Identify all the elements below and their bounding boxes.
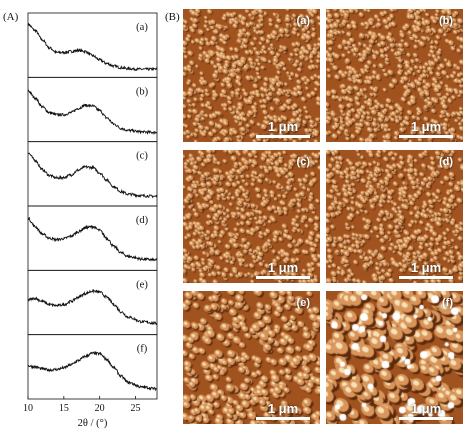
scale-bar-label: 1 μm xyxy=(267,260,299,275)
scale-bar-line xyxy=(256,417,310,420)
scale-bar: 1 μm xyxy=(256,261,310,279)
scale-bar-label: 1 μm xyxy=(410,401,442,416)
xrd-sample-label: (c) xyxy=(136,151,148,162)
scale-bar: 1 μm xyxy=(256,402,310,420)
afm-image-label: (f) xyxy=(442,297,453,309)
afm-image-4: (e) 1 μm xyxy=(183,291,320,424)
afm-image-label: (a) xyxy=(296,15,310,27)
xrd-sample-label: (a) xyxy=(136,22,148,33)
scale-bar: 1 μm xyxy=(399,261,453,279)
xrd-x-axis-label: 2θ / (°) xyxy=(78,418,108,429)
afm-topography-texture xyxy=(326,150,463,283)
panel-a-label: (A) xyxy=(3,11,19,23)
afm-image-label: (c) xyxy=(296,156,310,168)
afm-image-label: (d) xyxy=(438,156,453,168)
afm-image-1: (b) 1 μm xyxy=(326,9,463,142)
xrd-sample-label: (e) xyxy=(136,279,148,290)
xrd-sample-label: (f) xyxy=(137,344,148,355)
afm-topography-texture xyxy=(183,9,320,142)
xrd-curve-0 xyxy=(27,23,158,72)
scale-bar-label: 1 μm xyxy=(267,401,299,416)
xrd-frame-5 xyxy=(27,334,158,400)
afm-image-5: (f) 1 μm xyxy=(326,291,463,424)
afm-image-label: (b) xyxy=(438,15,453,27)
xrd-curve-2 xyxy=(27,152,158,199)
xrd-curve-3 xyxy=(27,216,158,262)
scale-bar: 1 μm xyxy=(256,120,310,138)
xrd-sample-label: (b) xyxy=(136,86,149,97)
scale-bar-line xyxy=(399,417,453,420)
xrd-curve-5 xyxy=(27,350,158,392)
scale-bar-line xyxy=(399,135,453,138)
afm-topography-texture xyxy=(183,291,320,424)
scale-bar: 1 μm xyxy=(399,120,453,138)
afm-image-2: (c) 1 μm xyxy=(183,150,320,283)
afm-image-label: (e) xyxy=(296,297,310,309)
xrd-tick-label: 25 xyxy=(131,403,141,414)
xrd-curve-4 xyxy=(27,289,158,326)
scale-bar-line xyxy=(256,135,310,138)
xrd-patterns-figure: (a) (b) (c) (d) (e) (f) 10 15 20 25 2θ / (°) xyxy=(23,12,158,429)
afm-topography-texture xyxy=(326,291,463,424)
afm-image-3: (d) 1 μm xyxy=(326,150,463,283)
scale-bar-label: 1 μm xyxy=(410,119,442,134)
xrd-sample-label: (d) xyxy=(136,215,149,226)
scale-bar: 1 μm xyxy=(399,402,453,420)
xrd-tick-label: 10 xyxy=(23,403,33,414)
scale-bar-line xyxy=(399,276,453,279)
panel-b-label: (B) xyxy=(165,11,180,23)
xrd-curve-1 xyxy=(27,89,158,135)
xrd-tick-label: 20 xyxy=(95,403,105,414)
afm-topography-texture xyxy=(326,9,463,142)
afm-topography-texture xyxy=(183,150,320,283)
scale-bar-label: 1 μm xyxy=(410,260,442,275)
scale-bar-line xyxy=(256,276,310,279)
afm-image-0: (a) 1 μm xyxy=(183,9,320,142)
xrd-tick-label: 15 xyxy=(59,403,69,414)
scale-bar-label: 1 μm xyxy=(267,119,299,134)
